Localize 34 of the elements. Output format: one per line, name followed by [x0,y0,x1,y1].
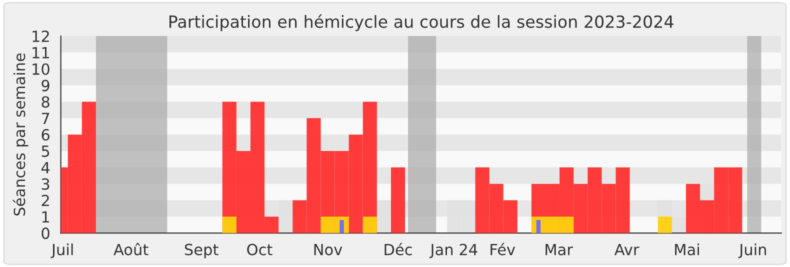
y-tick-label: 10 [32,63,50,75]
y-tick-label: 1 [42,211,50,222]
bar [536,220,541,234]
y-tick-label: 2 [42,194,49,206]
x-tick-label: Juin [738,244,766,258]
bar [222,216,236,234]
x-tick-label: Mar [546,244,573,256]
y-tick-label: 11 [32,47,49,58]
y-tick-label: 8 [42,96,50,108]
y-tick-label: 7 [42,112,50,124]
x-tick-label: Fév [490,242,516,256]
y-tick-label: 4 [41,162,50,174]
x-tick-label: Jan 24 [429,244,478,258]
x-tick-label: Nov [314,244,342,256]
y-tick-label: 5 [42,146,50,158]
bar [340,220,344,234]
x-tick-label: Sept [184,244,218,258]
x-tick-label: Mai [675,244,699,256]
x-tick-label: Août [114,242,148,256]
y-tick-label: 3 [42,178,50,190]
x-tick-label: Avr [614,244,640,256]
x-tick-label: Juil [50,244,73,258]
y-axis-title: Séances par semaine [12,53,28,216]
y-tick-label: 6 [42,129,50,141]
y-tick-label: 9 [42,80,50,92]
x-tick-label: Oct [247,244,272,256]
bar [376,200,391,234]
y-tick-label: 0 [42,228,50,240]
chart-title: Participation en hémicycle au cours de la session 2023-2024 [169,14,674,32]
x-tick-label: Déc [384,242,412,256]
bar [658,216,672,234]
y-tick-label: 12 [32,30,49,42]
bar [362,216,377,234]
bar [390,167,406,234]
